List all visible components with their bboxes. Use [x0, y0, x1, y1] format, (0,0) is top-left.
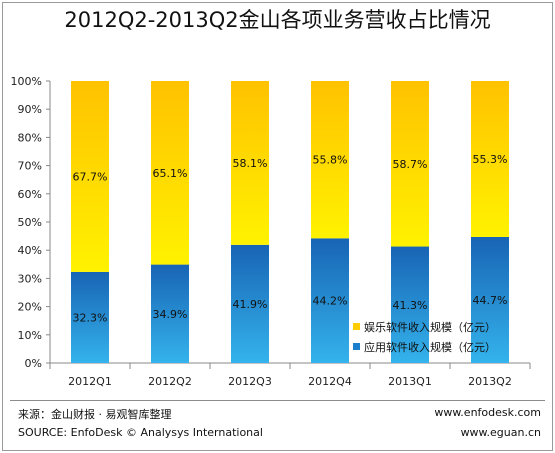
- label-app-2012Q2: 34.9%: [153, 308, 188, 321]
- legend: 娱乐软件收入规模（亿元） 应用软件收入规模（亿元）: [353, 320, 496, 354]
- y-tick-label: 30%: [18, 272, 42, 285]
- label-ent-2013Q2: 55.3%: [473, 153, 508, 166]
- bar-app-2013Q2: [471, 236, 509, 363]
- source-en: SOURCE: EnfoDesk © Analysys Internationa…: [18, 426, 263, 439]
- y-tick-label: 80%: [18, 131, 42, 144]
- label-ent-2012Q2: 65.1%: [153, 167, 188, 180]
- y-tick-label: 20%: [18, 301, 42, 314]
- y-tick-label: 10%: [18, 329, 42, 342]
- bar-app-2012Q2: [151, 264, 189, 363]
- label-app-2013Q2: 44.7%: [473, 294, 508, 307]
- label-app-2012Q4: 44.2%: [313, 295, 348, 308]
- y-tick-label: 100%: [11, 75, 42, 88]
- label-ent-2013Q1: 58.7%: [393, 158, 428, 171]
- y-tick-label: 70%: [18, 160, 42, 173]
- site-eguan: www.eguan.cn: [460, 426, 541, 439]
- x-tick-label-2013Q2: 2013Q2: [468, 375, 512, 388]
- label-ent-2012Q4: 55.8%: [313, 154, 348, 167]
- x-tick-label-2012Q2: 2012Q2: [148, 375, 192, 388]
- label-app-2012Q1: 32.3%: [73, 311, 108, 324]
- bar-app-2012Q1: [71, 271, 109, 363]
- bar-ent-2012Q4: [311, 81, 349, 239]
- legend-label-ent: 娱乐软件收入规模（亿元）: [364, 320, 496, 334]
- y-tick-label: 0%: [25, 357, 42, 370]
- x-tick-label-2013Q1: 2013Q1: [388, 375, 432, 388]
- label-ent-2012Q1: 67.7%: [73, 170, 108, 183]
- x-tick-label-2012Q3: 2012Q3: [228, 375, 272, 388]
- label-ent-2012Q3: 58.1%: [233, 157, 268, 170]
- bar-ent-2012Q2: [151, 81, 189, 265]
- legend-swatch-app: [353, 343, 360, 350]
- y-tick-label: 60%: [18, 188, 42, 201]
- legend-swatch-ent: [353, 323, 360, 330]
- bar-ent-2012Q1: [71, 81, 109, 272]
- y-tick-label: 40%: [18, 244, 42, 257]
- chart-title: 2012Q2-2013Q2金山各项业务营收占比情况: [64, 8, 491, 32]
- bar-ent-2013Q1: [391, 81, 429, 247]
- bar-app-2012Q4: [311, 238, 349, 363]
- label-app-2013Q1: 41.3%: [393, 299, 428, 312]
- bar-ent-2012Q3: [231, 81, 269, 245]
- site-enfodesk: www.enfodesk.com: [434, 406, 541, 419]
- y-tick-label: 90%: [18, 103, 42, 116]
- x-tick-label-2012Q1: 2012Q1: [68, 375, 112, 388]
- label-app-2012Q3: 41.9%: [233, 298, 268, 311]
- bar-app-2013Q1: [391, 246, 429, 363]
- y-tick-label: 50%: [18, 216, 42, 229]
- bar-ent-2013Q2: [471, 81, 509, 237]
- x-tick-label-2012Q4: 2012Q4: [308, 375, 352, 388]
- footer-divider: [10, 400, 545, 401]
- bar-app-2012Q3: [231, 244, 269, 363]
- source-cn: 来源：金山财报 · 易观智库整理: [18, 408, 172, 421]
- legend-label-app: 应用软件收入规模（亿元）: [364, 340, 496, 354]
